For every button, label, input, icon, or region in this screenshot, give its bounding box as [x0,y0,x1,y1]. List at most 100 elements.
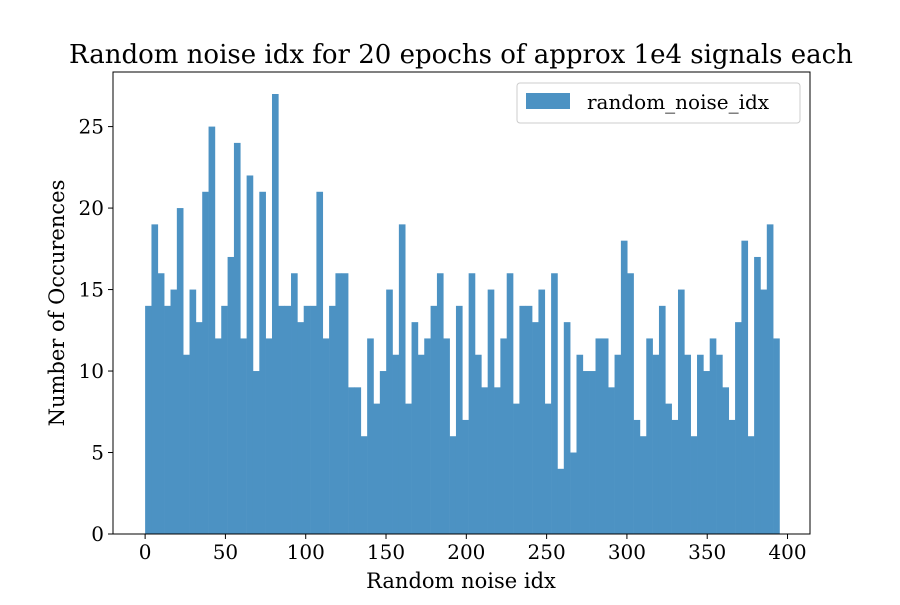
histogram-bar [436,273,444,534]
legend-swatch [526,93,570,109]
histogram-bar [728,419,736,534]
x-tick-label: 150 [367,540,405,564]
histogram-bar [297,322,305,534]
histogram-bar [195,322,203,534]
x-tick-label: 400 [768,540,806,564]
histogram-bar [589,371,596,534]
histogram-bar [582,371,590,534]
histogram-bar [620,240,628,535]
histogram-bar [652,354,660,534]
histogram-bar [430,305,438,534]
legend-label: random_noise_idx [587,90,770,114]
histogram-bar [766,224,774,534]
histogram-bar [557,468,565,534]
histogram-bar [519,305,527,534]
histogram-bar [379,371,387,534]
histogram-bar [455,305,463,534]
histogram-bar [709,338,717,534]
y-axis: 0 5 10 15 20 25 [79,115,113,546]
histogram-bar [443,338,450,534]
histogram-bar [411,322,419,534]
y-tick-label: 25 [79,115,104,139]
histogram-bar [164,305,171,534]
plot-frame [112,71,811,535]
histogram-bar [639,436,647,534]
histogram-bar [252,371,260,534]
histogram-bar [608,387,615,534]
histogram-bar [322,338,330,534]
histogram-bar [671,419,679,534]
histogram-bar [500,338,507,534]
y-tick-label: 10 [79,359,104,383]
x-tick-label: 100 [287,540,325,564]
histogram-bar [176,208,184,534]
histogram-bar [468,273,476,534]
histogram-bar [303,305,311,534]
histogram-bar [487,289,495,534]
chart-title: Random noise idx for 20 epochs of approx… [69,40,853,70]
histogram-bar [316,191,324,534]
histogram-bar [233,142,241,534]
histogram-bar [563,322,571,534]
histogram-bar [278,305,285,534]
histogram-bar [506,273,514,534]
histogram-bar [741,240,749,535]
histogram-bar [335,273,343,534]
histogram-bar [271,94,279,534]
histogram-bar [405,403,412,534]
histogram-bar [684,354,691,534]
histogram-bar [735,322,742,534]
histogram-bar [462,419,469,534]
histogram-bar [601,338,609,534]
histogram-bar [532,322,539,534]
histogram-bar [525,305,533,534]
x-tick-label: 350 [688,540,726,564]
histogram-bar [697,354,704,534]
histogram-bar [221,305,228,534]
histogram-bar [240,338,247,534]
x-tick-label: 0 [139,540,152,564]
histogram-bar [392,354,400,534]
histogram-bar [151,224,159,534]
histogram-bar [208,126,216,534]
histogram-bar [386,289,393,534]
y-tick-label: 5 [91,441,104,465]
histogram-bar [576,354,584,534]
histogram-bar [627,273,634,534]
histogram-bar [284,305,292,534]
y-tick-label: 15 [79,278,104,302]
histogram-bar [551,273,558,534]
x-axis-label: Random noise idx [366,569,556,593]
y-tick-label: 20 [79,196,104,220]
histogram-bar [474,354,482,534]
histogram-bar [722,387,730,534]
histogram-bar [754,256,761,534]
x-tick-label: 300 [608,540,646,564]
histogram-bar [481,387,488,534]
histogram-bar [259,191,266,534]
histogram-bar [760,289,768,534]
histogram-bar [690,436,698,534]
histogram-bar [570,452,577,534]
histogram-bar [773,338,780,534]
histogram-bar [354,387,362,534]
histogram-bar [417,354,425,534]
histogram-bar [703,371,710,534]
histogram-bar [183,354,190,534]
y-tick-label: 0 [91,522,104,546]
histogram-bar [170,289,178,534]
histogram-bar [538,289,546,534]
histogram-bar [513,403,520,534]
histogram-bar [329,305,336,534]
histogram-bar [189,289,197,534]
histogram-bar [367,338,374,534]
legend: random_noise_idx [516,82,801,124]
histogram-bar [716,354,723,534]
histogram-bar [658,305,666,534]
histogram-bar [614,354,622,534]
histogram-bar [677,289,685,534]
histogram-bar [424,338,431,534]
y-axis-label: Number of Occurences [45,180,69,427]
